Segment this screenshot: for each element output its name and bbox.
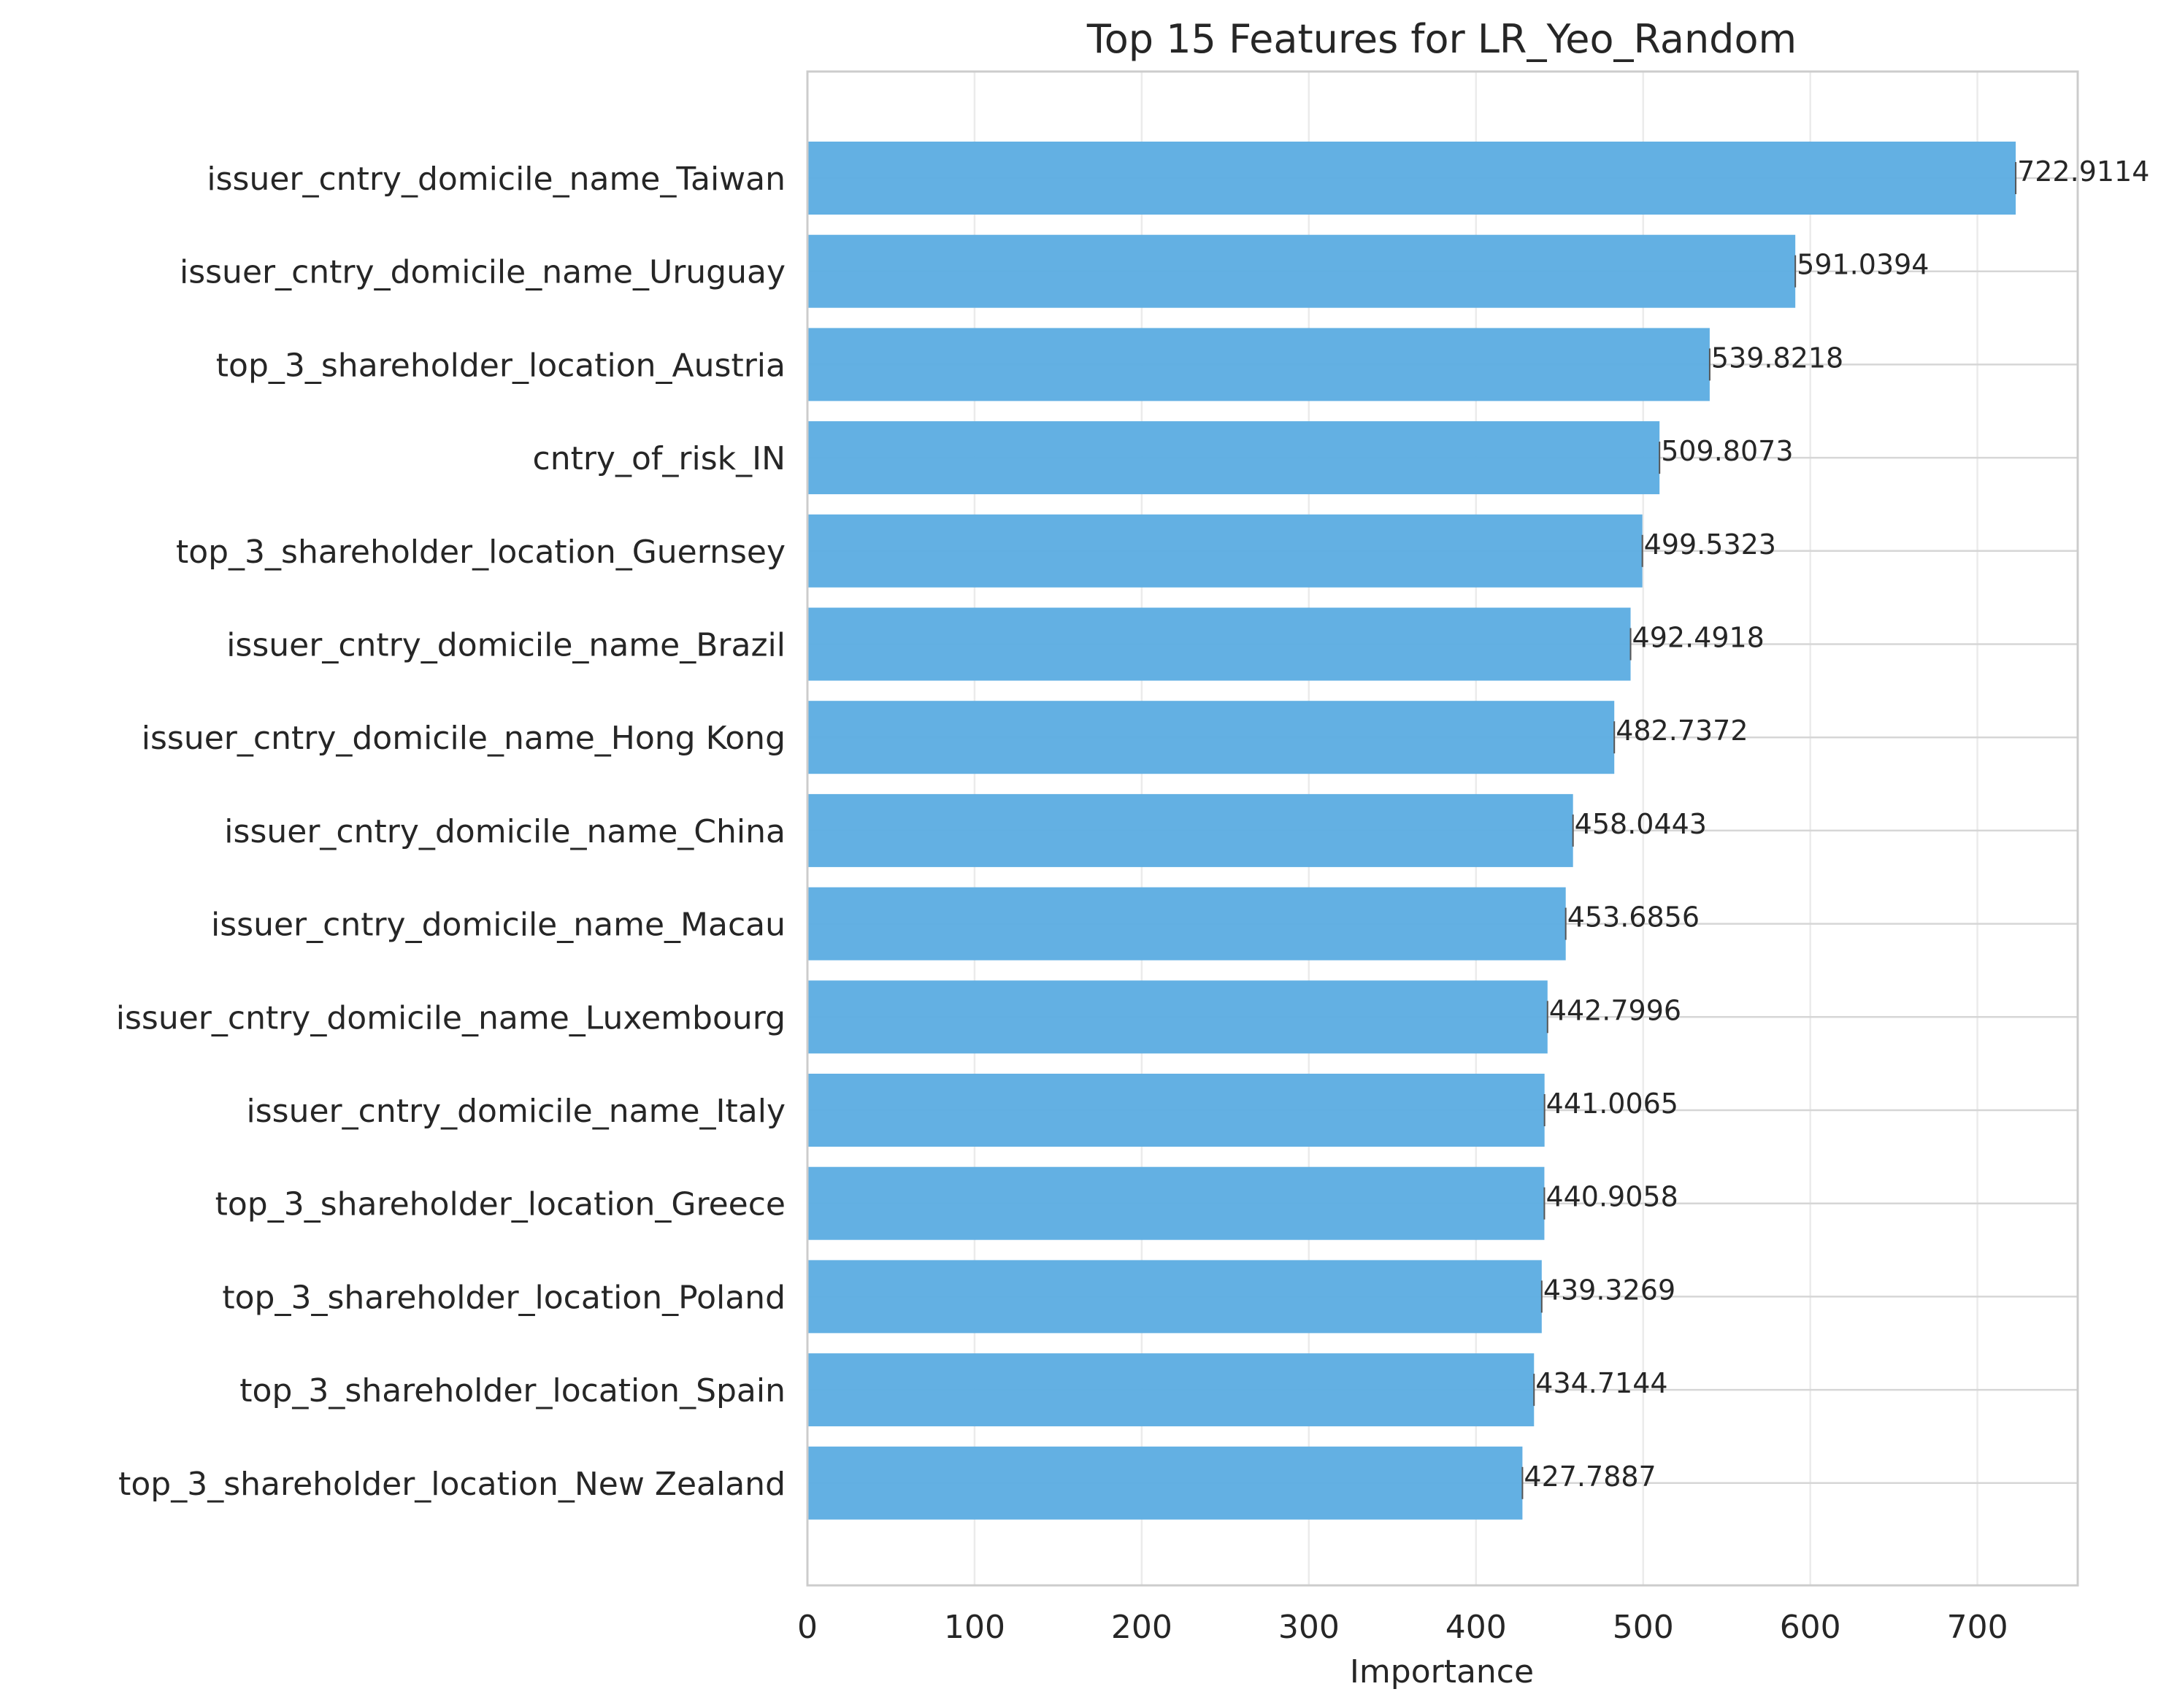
value-label: 482.7372: [1616, 715, 1748, 747]
category-label: issuer_cntry_domicile_name_Macau: [211, 907, 786, 944]
value-label: 440.9058: [1546, 1181, 1678, 1213]
x-tick-label: 400: [1445, 1609, 1507, 1646]
category-label: cntry_of_risk_IN: [533, 440, 786, 477]
chart-title: Top 15 Features for LR_Yeo_Random: [1086, 16, 1797, 62]
category-label: top_3_shareholder_location_Poland: [222, 1279, 786, 1316]
bar: [807, 793, 1573, 867]
bar: [807, 142, 2016, 215]
bar: [807, 514, 1643, 588]
category-label: issuer_cntry_domicile_name_Taiwan: [207, 161, 786, 198]
bar: [807, 607, 1631, 681]
x-tick-label: 200: [1111, 1609, 1172, 1646]
value-label: 499.5323: [1644, 528, 1776, 561]
bar: [807, 980, 1548, 1054]
category-label: top_3_shareholder_location_New Zealand: [118, 1466, 786, 1503]
plot-frame: [806, 70, 2079, 1587]
bars: [807, 142, 2017, 1520]
category-label: issuer_cntry_domicile_name_Luxembourg: [116, 999, 786, 1036]
x-tick-labels: 0 100 200 300 400 500 600 700: [797, 1609, 2008, 1646]
value-label: 722.9114: [2017, 155, 2149, 188]
bar: [807, 421, 1660, 495]
value-label: 591.0394: [1797, 249, 1929, 281]
bar: [807, 328, 1710, 401]
category-label: issuer_cntry_domicile_name_Uruguay: [180, 254, 786, 291]
value-label: 492.4918: [1632, 622, 1765, 654]
category-label: top_3_shareholder_location_Guernsey: [176, 534, 786, 571]
category-label: issuer_cntry_domicile_name_Italy: [247, 1093, 786, 1130]
value-label: 442.7996: [1549, 994, 1681, 1026]
category-labels: issuer_cntry_domicile_name_Taiwan issuer_…: [116, 161, 786, 1503]
x-tick-label: 300: [1278, 1609, 1340, 1646]
bar: [807, 701, 1615, 774]
category-label: top_3_shareholder_location_Spain: [239, 1372, 786, 1409]
value-label: 434.7144: [1535, 1367, 1667, 1399]
x-tick-label: 500: [1613, 1609, 1674, 1646]
x-tick-label: 600: [1780, 1609, 1841, 1646]
x-tick-label: 700: [1947, 1609, 2008, 1646]
category-label: issuer_cntry_domicile_name_Hong Kong: [142, 720, 786, 757]
x-axis-label: Importance: [1350, 1653, 1534, 1690]
value-label: 539.8218: [1711, 342, 1843, 374]
bar: [807, 1166, 1545, 1240]
value-label: 458.0443: [1575, 808, 1707, 840]
value-label: 427.7887: [1524, 1461, 1656, 1493]
category-label: top_3_shareholder_location_Greece: [215, 1186, 786, 1223]
value-labels: 722.9114 591.0394 539.8218 509.8073 499.5323…: [1524, 155, 2149, 1493]
bar: [807, 1446, 1523, 1520]
bar: [807, 1353, 1535, 1427]
bar: [807, 1074, 1545, 1147]
bar: [807, 887, 1566, 961]
value-label: 439.3269: [1543, 1274, 1675, 1306]
bar: [807, 1260, 1542, 1334]
bar: [807, 234, 1796, 308]
x-tick-label: 0: [797, 1609, 818, 1646]
value-label: 453.6856: [1567, 901, 1700, 934]
value-label: 509.8073: [1661, 435, 1793, 467]
category-label: issuer_cntry_domicile_name_Brazil: [226, 627, 786, 664]
category-label: top_3_shareholder_location_Austria: [216, 347, 786, 384]
x-tick-label: 100: [944, 1609, 1005, 1646]
category-label: issuer_cntry_domicile_name_China: [224, 813, 786, 850]
value-label: 441.0065: [1546, 1088, 1678, 1120]
